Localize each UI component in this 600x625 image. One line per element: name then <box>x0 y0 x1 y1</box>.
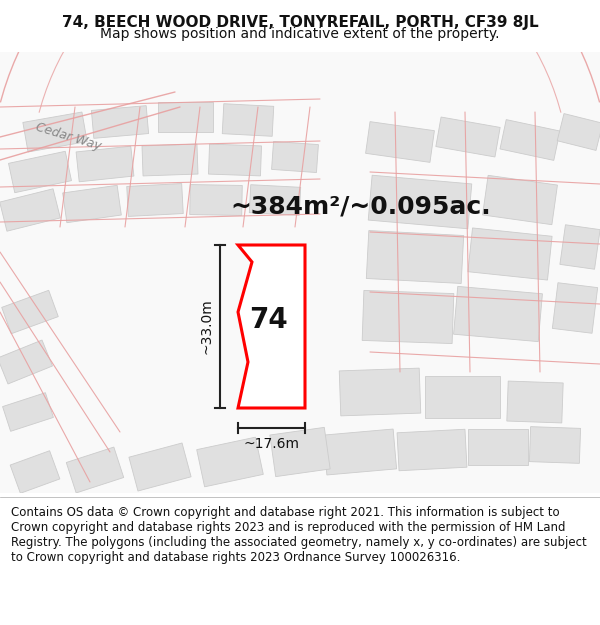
Polygon shape <box>454 286 542 342</box>
Polygon shape <box>323 429 397 475</box>
Polygon shape <box>0 189 61 231</box>
Polygon shape <box>0 340 52 384</box>
Polygon shape <box>222 104 274 136</box>
Polygon shape <box>339 368 421 416</box>
Polygon shape <box>482 176 557 224</box>
Polygon shape <box>157 102 212 132</box>
Polygon shape <box>62 186 121 222</box>
Polygon shape <box>197 437 263 487</box>
Text: Cedar Way: Cedar Way <box>34 121 103 153</box>
Polygon shape <box>272 141 319 172</box>
Text: 74, BEECH WOOD DRIVE, TONYREFAIL, PORTH, CF39 8JL: 74, BEECH WOOD DRIVE, TONYREFAIL, PORTH,… <box>62 14 538 29</box>
Polygon shape <box>365 122 434 162</box>
Polygon shape <box>553 282 598 333</box>
Polygon shape <box>529 427 581 463</box>
Polygon shape <box>10 451 60 493</box>
Polygon shape <box>190 184 242 216</box>
Polygon shape <box>436 117 500 157</box>
Polygon shape <box>23 112 87 152</box>
Polygon shape <box>362 291 454 344</box>
Polygon shape <box>367 231 464 284</box>
Text: Contains OS data © Crown copyright and database right 2021. This information is : Contains OS data © Crown copyright and d… <box>11 506 587 564</box>
Polygon shape <box>208 144 262 176</box>
Polygon shape <box>250 185 301 215</box>
Text: ~384m²/~0.095ac.: ~384m²/~0.095ac. <box>230 195 491 219</box>
Polygon shape <box>91 106 149 138</box>
Polygon shape <box>560 225 600 269</box>
Polygon shape <box>142 144 198 176</box>
Polygon shape <box>66 447 124 493</box>
Polygon shape <box>557 114 600 151</box>
Text: ~17.6m: ~17.6m <box>244 437 299 451</box>
Polygon shape <box>500 119 560 161</box>
Polygon shape <box>397 429 467 471</box>
Polygon shape <box>2 392 53 431</box>
Polygon shape <box>2 290 58 334</box>
Polygon shape <box>76 146 134 182</box>
Polygon shape <box>425 376 499 418</box>
Polygon shape <box>238 245 305 408</box>
Text: Map shows position and indicative extent of the property.: Map shows position and indicative extent… <box>100 26 500 41</box>
Polygon shape <box>270 428 330 477</box>
Polygon shape <box>368 175 472 229</box>
Polygon shape <box>127 184 183 216</box>
Polygon shape <box>468 429 528 465</box>
Polygon shape <box>129 443 191 491</box>
Polygon shape <box>507 381 563 423</box>
Text: 74: 74 <box>249 306 288 334</box>
Polygon shape <box>8 151 71 192</box>
Polygon shape <box>468 228 552 280</box>
Text: ~33.0m: ~33.0m <box>200 299 214 354</box>
